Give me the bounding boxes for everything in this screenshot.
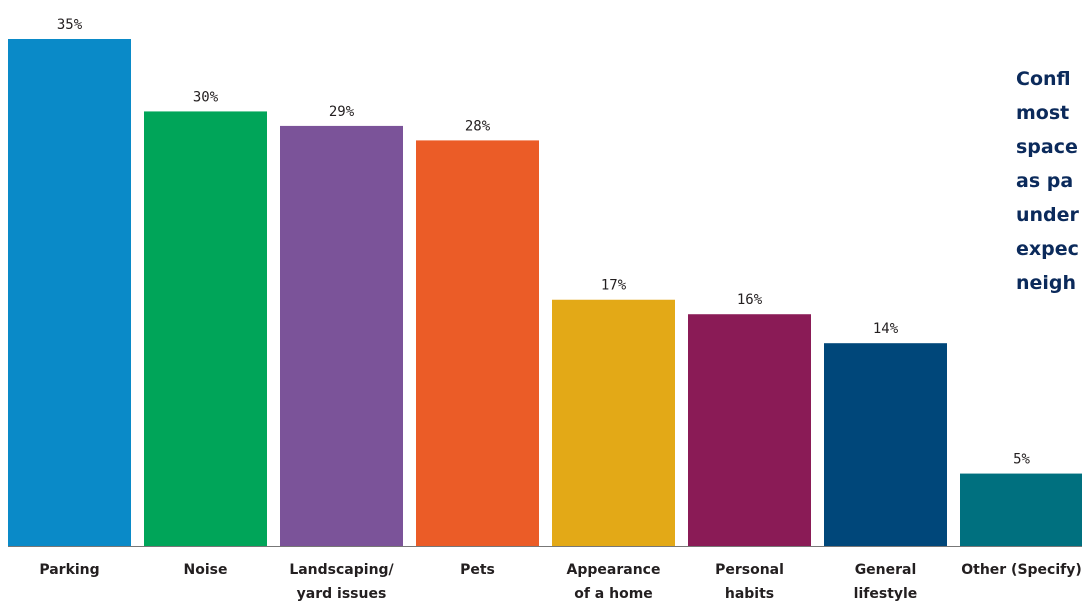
value-label: 35%	[57, 17, 83, 33]
category-labels-group: Parking Noise Landscaping/yard issues Pets A…	[39, 562, 1081, 602]
callout-line: under	[1016, 204, 1079, 226]
category-label: habits	[725, 586, 774, 602]
callout-line: expec	[1016, 238, 1079, 260]
bar	[280, 125, 403, 547]
value-label: 28%	[465, 118, 491, 134]
bar	[8, 39, 131, 546]
bar	[552, 299, 675, 546]
bar	[688, 314, 811, 546]
bar	[824, 343, 947, 546]
bars-group	[8, 39, 1082, 547]
category-label: yard issues	[297, 586, 387, 602]
value-label: 29%	[329, 104, 355, 120]
callout-line: as pa	[1016, 170, 1074, 192]
value-label: 17%	[601, 278, 627, 294]
category-label: General	[855, 562, 917, 578]
value-label: 5%	[1013, 452, 1030, 468]
category-label: Parking	[39, 562, 99, 578]
callout-line: space	[1016, 136, 1078, 158]
bar	[144, 111, 267, 546]
category-label: Landscaping/	[289, 562, 394, 578]
category-label: Personal	[715, 562, 784, 578]
callout-line: Confl	[1016, 68, 1071, 90]
category-label: Noise	[184, 562, 228, 578]
value-label: 30%	[193, 89, 219, 105]
category-label: Other (Specify)	[961, 562, 1082, 578]
value-labels-group: 35% 30% 29% 28% 17% 16% 14% 5%	[57, 17, 1031, 468]
bar	[416, 140, 539, 546]
callout-text: Confl most space as pa under expec neigh	[1016, 62, 1082, 300]
value-label: 14%	[873, 321, 899, 337]
category-label: Pets	[460, 562, 495, 578]
category-label: lifestyle	[854, 586, 918, 602]
callout-line: most	[1016, 102, 1070, 124]
category-label: of a home	[574, 586, 653, 602]
callout-line: neigh	[1016, 272, 1077, 294]
bar	[960, 473, 1082, 546]
value-label: 16%	[737, 292, 763, 308]
category-label: Appearance	[567, 562, 661, 578]
